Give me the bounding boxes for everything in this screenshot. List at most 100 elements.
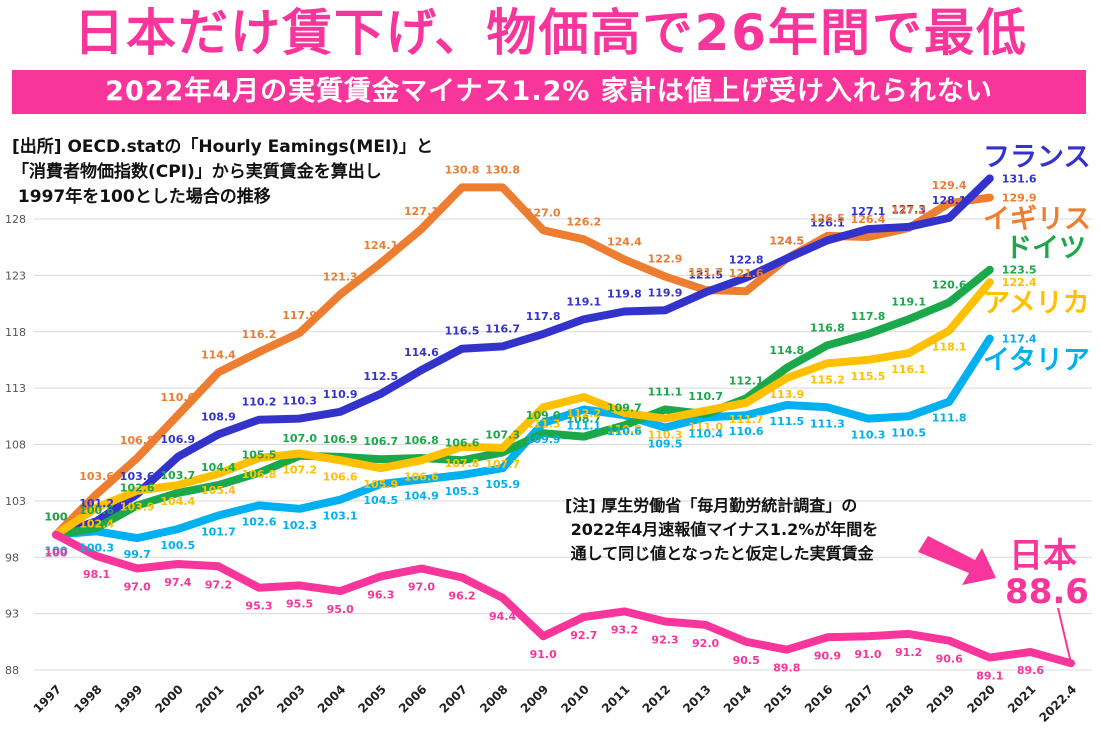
data-label: 121.7: [688, 266, 723, 279]
data-label: 97.4: [164, 576, 191, 589]
data-label: 105.4: [201, 484, 236, 497]
data-label: 101.7: [201, 526, 236, 539]
x-tick-label: 2007: [437, 682, 471, 716]
x-tick-label: 2015: [761, 682, 795, 716]
data-label: 127.1: [404, 205, 439, 218]
x-tick-label: 2018: [883, 682, 917, 716]
data-label: 117.9: [282, 309, 317, 322]
data-label: 95.5: [286, 597, 313, 610]
data-label: 116.7: [485, 322, 520, 335]
legend-label: フランス: [983, 142, 1090, 173]
data-label: 103.7: [160, 469, 195, 482]
data-label: 127.3: [891, 203, 926, 216]
gridlines: [34, 218, 1092, 671]
y-tick-label: 103: [5, 495, 26, 508]
x-tick-label: 2017: [843, 682, 877, 716]
data-label: 104.9: [404, 489, 439, 502]
data-label: 110.6: [729, 425, 764, 438]
data-label: 111.3: [526, 417, 561, 430]
legend-label: アメリカ: [983, 288, 1090, 319]
data-label: 102.6: [242, 515, 277, 528]
japan-callout-value: 88.6: [1005, 572, 1089, 612]
data-label: 114.6: [404, 346, 439, 359]
data-label: 121.6: [729, 267, 764, 280]
data-label: 100.6: [79, 504, 114, 517]
data-label: 127.2: [891, 204, 926, 217]
data-label: 126.5: [810, 212, 845, 225]
y-tick-label: 88: [5, 664, 19, 677]
data-label: 91.0: [854, 648, 881, 661]
data-label: 130.8: [445, 163, 480, 176]
data-label: 89.8: [773, 662, 800, 675]
x-tick-label: 2005: [355, 682, 389, 716]
data-label: 94.4: [489, 610, 516, 623]
data-label: 127.0: [526, 206, 561, 219]
data-label: 106.6: [445, 436, 480, 449]
data-label: 110.6: [607, 425, 642, 438]
data-label: 100: [45, 545, 68, 558]
chart-title: 日本だけ賃下げ、物価高で26年間で最低: [73, 4, 1029, 62]
x-tick-label: 2011: [599, 682, 633, 716]
data-label: 107.8: [445, 457, 480, 470]
data-label: 116.2: [242, 328, 277, 341]
data-labels: 100 101.2 103.6 106.9 108.9 110.2 110.3 110.9 11…: [45, 163, 1045, 682]
data-label: 110.6: [160, 391, 195, 404]
japan-callout-label: 日本: [1009, 536, 1077, 576]
data-label: 98.1: [83, 568, 110, 581]
data-label: 106.8: [120, 434, 155, 447]
data-label: 108.9: [201, 410, 236, 423]
data-label: 130.8: [485, 163, 520, 176]
data-label: 103.6: [79, 470, 114, 483]
data-label: 110.3: [648, 429, 683, 442]
data-label: 119.8: [607, 287, 642, 300]
data-label: 118.1: [932, 341, 967, 354]
data-label: 120.6: [932, 278, 967, 291]
data-label: 99.7: [124, 548, 151, 561]
data-label: 108.7: [566, 413, 601, 426]
x-tick-label: 2014: [721, 682, 755, 716]
x-tick-label: 1999: [112, 682, 146, 716]
series-line-3: [52, 278, 994, 539]
data-label: 107.3: [485, 428, 520, 441]
data-label: 128.1: [932, 194, 967, 207]
data-label: 89.6: [1017, 664, 1044, 677]
data-label: 111.5: [769, 415, 804, 428]
y-tick-label: 93: [5, 608, 19, 621]
data-label: 124.1: [363, 239, 398, 252]
data-label: 115.5: [851, 370, 886, 383]
source-note: [出所] OECD.statの「Hourly Eamings(MEI)」と 「消…: [12, 137, 434, 207]
x-axis: 1997 1998 1999 2000 2001 2002 2003 2004 2005 2006…: [31, 682, 1080, 725]
data-label: 111.7: [729, 413, 764, 426]
data-label: 106.9: [160, 433, 195, 446]
data-label: 110.8: [607, 423, 642, 436]
data-label: 104.4: [160, 495, 195, 508]
data-label: 101.2: [79, 497, 114, 510]
data-label: 91.0: [530, 648, 557, 661]
data-label: 111.0: [688, 421, 723, 434]
data-label: 106.6: [323, 470, 358, 483]
data-label: 100: [45, 547, 68, 560]
data-label: 103.1: [323, 510, 358, 523]
x-tick-label: 1997: [31, 682, 65, 716]
data-label: 109.0: [526, 409, 561, 422]
data-label: 110.2: [242, 396, 277, 409]
data-label: 106.9: [323, 433, 358, 446]
arrow-right-down-icon: [918, 536, 996, 585]
data-label: 117.8: [526, 310, 561, 323]
data-label: 116.5: [445, 325, 480, 338]
data-label: 121.5: [688, 268, 723, 281]
data-label: 109.9: [526, 433, 561, 446]
data-label: 92.7: [570, 629, 597, 642]
y-tick-label: 108: [5, 439, 26, 452]
data-label: 100.3: [79, 541, 114, 554]
data-label: 110.4: [688, 427, 723, 440]
data-label: 96.3: [367, 588, 394, 601]
data-label: 97.2: [205, 578, 232, 591]
data-label: 105.9: [485, 478, 520, 491]
data-label: 104.4: [201, 461, 236, 474]
data-label: 97.0: [124, 581, 151, 594]
x-tick-label: 2022.4: [1036, 682, 1079, 725]
data-label: 103.6: [120, 470, 155, 483]
x-tick-label: 2003: [274, 682, 308, 716]
